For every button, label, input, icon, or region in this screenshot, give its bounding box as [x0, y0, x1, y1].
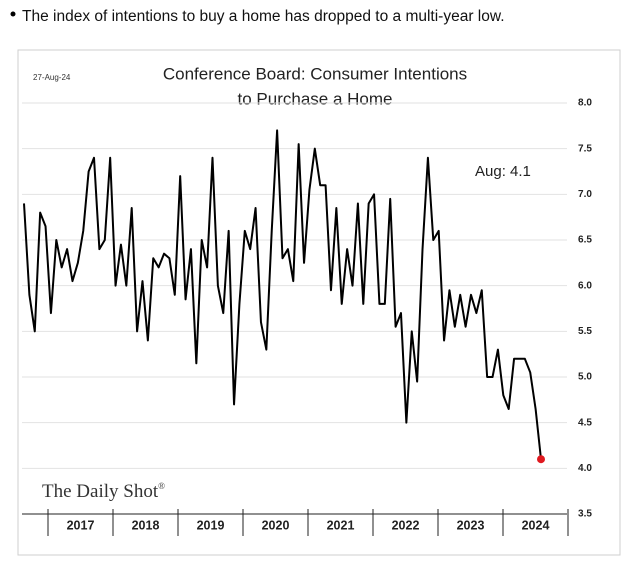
x-tick-label: 2018 — [132, 518, 160, 532]
x-tick-label: 2024 — [522, 518, 550, 532]
caption: The index of intentions to buy a home ha… — [22, 8, 505, 25]
date-stamp: 27-Aug-24 — [33, 73, 71, 82]
x-tick-label: 2021 — [327, 518, 355, 532]
watermark-mark: ® — [158, 481, 165, 491]
y-tick-label: 6.0 — [578, 280, 592, 291]
watermark-text: The Daily Shot — [42, 481, 159, 502]
x-tick-label: 2017 — [67, 518, 95, 532]
y-tick-label: 5.5 — [578, 326, 592, 337]
watermark: The Daily Shot® — [42, 481, 165, 502]
y-tick-label: 6.5 — [578, 235, 592, 246]
y-tick-label: 7.5 — [578, 143, 592, 154]
chart-frame — [17, 49, 621, 556]
series-line — [23, 129, 542, 460]
x-tick-label: 2019 — [197, 518, 225, 532]
y-tick-label: 7.0 — [578, 189, 592, 200]
y-tick-label: 3.5 — [578, 509, 592, 520]
y-tick-label: 4.0 — [578, 463, 592, 474]
annotation: Aug: 4.1 — [475, 163, 531, 180]
x-tick-label: 2023 — [457, 518, 485, 532]
y-tick-label: 8.0 — [578, 98, 592, 109]
chart-title: to Purchase a Home — [238, 89, 393, 108]
bullet — [10, 11, 16, 17]
x-tick-label: 2020 — [262, 518, 290, 532]
chart-title: Conference Board: Consumer Intentions — [163, 64, 467, 83]
x-tick-label: 2022 — [392, 518, 420, 532]
last-point — [537, 455, 545, 464]
y-tick-label: 4.5 — [578, 417, 592, 428]
y-tick-label: 5.0 — [578, 372, 592, 383]
plot: 3.5 4.0 4.5 5.0 5.5 6.0 6.5 7.0 7.5 8.0 2017 2018 20… — [22, 98, 592, 536]
